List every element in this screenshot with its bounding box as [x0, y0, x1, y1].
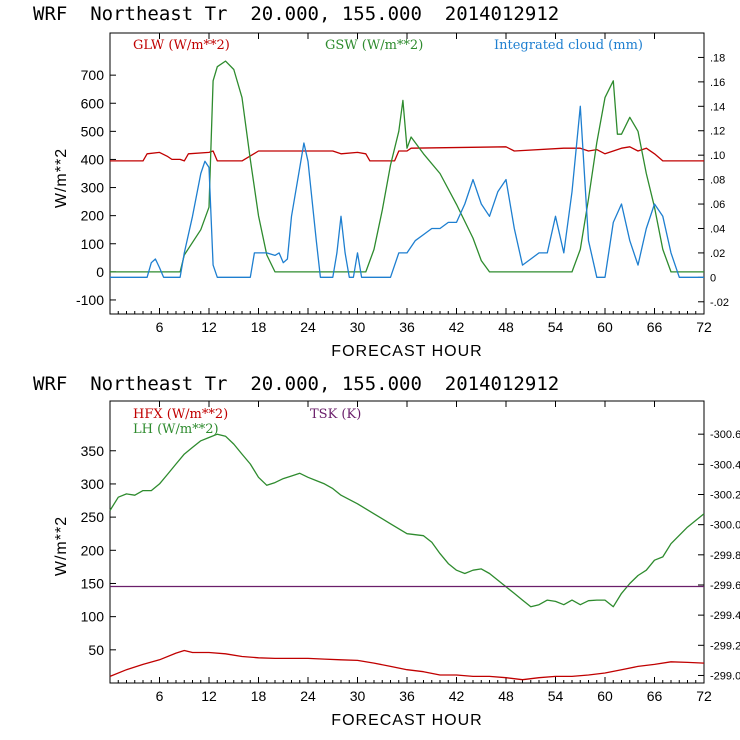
top-y-axis-label: W/m**2: [53, 148, 70, 208]
top-series-gsw-line: [110, 60, 704, 273]
bottom-x-tick-label: 48: [498, 688, 514, 704]
bottom-plot-frame: [109, 400, 705, 684]
top-y-tick-label: 200: [81, 208, 105, 224]
top-y-tick-label: 400: [81, 151, 105, 167]
bottom-y-tick-label: 200: [81, 542, 105, 558]
top-x-tick-label: 48: [498, 319, 514, 335]
bottom-y-tick-label: 150: [81, 575, 105, 591]
bottom-series-lh-line: [109, 433, 705, 608]
legend-hfx: HFX (W/m**2): [133, 407, 228, 422]
top-y2-tick-label: 0: [710, 272, 716, 284]
top-y-tick-label: 300: [81, 180, 105, 196]
bottom-x-tick-label: 72: [696, 688, 712, 704]
top-y2-tick-label: .10: [710, 150, 725, 162]
bottom-y-axis-label: W/m**2: [53, 516, 70, 576]
legend-glw: GLW (W/m**2): [133, 38, 230, 53]
bottom-x-tick-label: 12: [201, 688, 217, 704]
top-series-group: [110, 60, 704, 278]
bottom-y2-tick-label: -299.0: [710, 670, 740, 682]
bottom-x-tick-label: 42: [449, 688, 465, 704]
bottom-y2-tick-label: -299.8: [710, 550, 740, 562]
top-chart-panel: WRF Northeast Tr 20.000, 155.000 2014012…: [33, 3, 729, 360]
top-x-tick-label: 12: [201, 319, 217, 335]
top-y2-tick-label: .02: [710, 248, 725, 260]
top-x-tick-label: 42: [449, 319, 465, 335]
bottom-y-tick-label: 300: [81, 476, 105, 492]
top-x-tick-label: 66: [647, 319, 663, 335]
bottom-y-tick-label: 100: [81, 609, 105, 625]
top-y2-tick-label: .04: [710, 223, 725, 235]
bottom-y2-tick-label: -300.6: [710, 429, 740, 441]
bottom-y2-tick-label: -299.2: [710, 640, 740, 652]
bottom-axis-ticks: 6 12 18 24 30 36 42 48 54 60 66 72 350 300 250 200 150 10…: [81, 401, 740, 704]
bottom-x-tick-label: 54: [548, 688, 564, 704]
bottom-y-tick-label: 50: [88, 642, 104, 658]
bottom-y2-tick-label: -299.6: [710, 580, 740, 592]
top-chart-title: WRF Northeast Tr 20.000, 155.000 2014012…: [33, 3, 559, 25]
top-series-integrated-line: [110, 105, 704, 278]
bottom-y-tick-label: 350: [81, 443, 105, 459]
top-x-tick-label: 18: [251, 319, 267, 335]
top-x-tick-label: 6: [156, 319, 164, 335]
bottom-x-tick-label: 66: [647, 688, 663, 704]
top-x-tick-label: 54: [548, 319, 564, 335]
legend-tsk: TSK (K): [310, 407, 361, 422]
top-y-tick-label: -100: [76, 292, 104, 308]
bottom-y2-tick-label: -300.0: [710, 520, 740, 532]
bottom-series-hfx-line: [109, 649, 705, 681]
top-y2-tick-label: -.02: [710, 297, 729, 309]
bottom-x-tick-label: 6: [156, 688, 164, 704]
bottom-x-tick-label: 36: [399, 688, 415, 704]
bottom-x-tick-label: 60: [597, 688, 613, 704]
bottom-chart-title: WRF Northeast Tr 20.000, 155.000 2014012…: [33, 373, 559, 395]
bottom-x-tick-label: 24: [300, 688, 316, 704]
legend-lh: LH (W/m**2): [133, 422, 219, 437]
bottom-x-axis-label: FORECAST HOUR: [331, 712, 482, 729]
top-x-tick-label: 72: [696, 319, 712, 335]
legend-gsw: GSW (W/m**2): [325, 38, 423, 53]
top-plot-frame: [109, 32, 705, 315]
top-y-tick-label: 0: [96, 264, 104, 280]
bottom-x-tick-label: 30: [350, 688, 366, 704]
top-y2-tick-label: .08: [710, 175, 725, 187]
top-y2-tick-label: .12: [710, 126, 725, 138]
top-y-tick-label: 600: [81, 95, 105, 111]
bottom-chart-panel: WRF Northeast Tr 20.000, 155.000 2014012…: [33, 373, 740, 729]
bottom-x-tick-label: 18: [251, 688, 267, 704]
top-x-tick-label: 24: [300, 319, 316, 335]
top-x-tick-label: 60: [597, 319, 613, 335]
top-y2-tick-label: .18: [710, 52, 725, 64]
legend-integrated-cloud: Integrated cloud (mm): [494, 38, 643, 53]
top-x-axis-label: FORECAST HOUR: [331, 343, 482, 360]
top-axis-ticks: 6 12 18 24 30 36 42 48 54 60 66 72 700 600 500 400 300 20…: [76, 33, 729, 335]
top-y2-tick-label: .14: [710, 101, 725, 113]
top-y2-tick-label: .16: [710, 77, 725, 89]
top-y2-tick-label: .06: [710, 199, 725, 211]
top-y-tick-label: 700: [81, 67, 105, 83]
bottom-y2-tick-label: -300.2: [710, 489, 740, 501]
top-x-tick-label: 30: [350, 319, 366, 335]
top-x-tick-label: 36: [399, 319, 415, 335]
top-series-glw-line: [110, 146, 704, 162]
bottom-y2-tick-label: -299.4: [710, 610, 740, 622]
top-y-tick-label: 500: [81, 123, 105, 139]
bottom-series-group: [109, 433, 705, 681]
bottom-y2-tick-label: -300.4: [710, 459, 740, 471]
top-y-tick-label: 100: [81, 236, 105, 252]
bottom-y-tick-label: 250: [81, 509, 105, 525]
